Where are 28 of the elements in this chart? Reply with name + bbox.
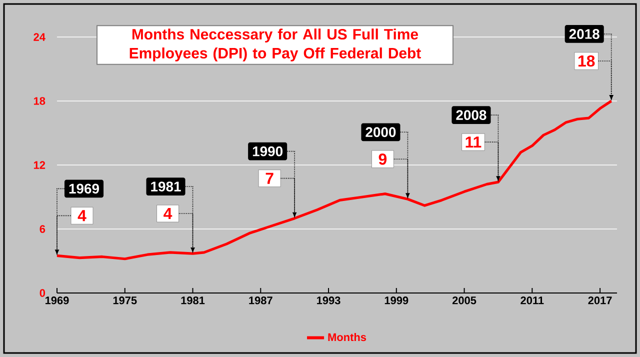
annotation: 2000	[366, 127, 396, 138]
y-tick-label: 0	[40, 289, 46, 297]
annotation: 9	[378, 153, 387, 165]
x-tick-label: 2005	[452, 296, 476, 304]
y-tick-label: 24	[34, 33, 46, 41]
x-tick-label: 1993	[317, 296, 340, 304]
y-tick-label: 18	[34, 97, 46, 105]
annotation: 7	[266, 172, 274, 184]
y-tick-label: 12	[34, 161, 46, 169]
chart-title: Months Neccessary for All US Full Time Employees (DPI) to Pay Off Federal Debt	[130, 28, 421, 62]
y-tick-label: 6	[40, 225, 46, 233]
x-tick-label: 1969	[46, 296, 69, 304]
annotation: 1969	[69, 184, 99, 194]
annotation: 18	[578, 55, 595, 67]
legend-label: Months	[328, 333, 366, 342]
x-tick-label: 1987	[249, 296, 272, 304]
annotation: 1981	[151, 182, 181, 192]
x-tick-label: 2011	[520, 296, 544, 304]
annotation: 2008	[456, 110, 486, 120]
annotation: 4	[164, 208, 172, 220]
x-tick-label: 1975	[113, 296, 137, 304]
x-tick-label: 1981	[181, 296, 205, 304]
annotation: 4	[78, 210, 86, 222]
annotation: 11	[466, 136, 482, 148]
x-tick-label: 1999	[384, 296, 408, 304]
annotation: 1990	[252, 146, 283, 156]
annotation: 2018	[569, 29, 600, 39]
x-tick-label: 2017	[588, 296, 612, 304]
